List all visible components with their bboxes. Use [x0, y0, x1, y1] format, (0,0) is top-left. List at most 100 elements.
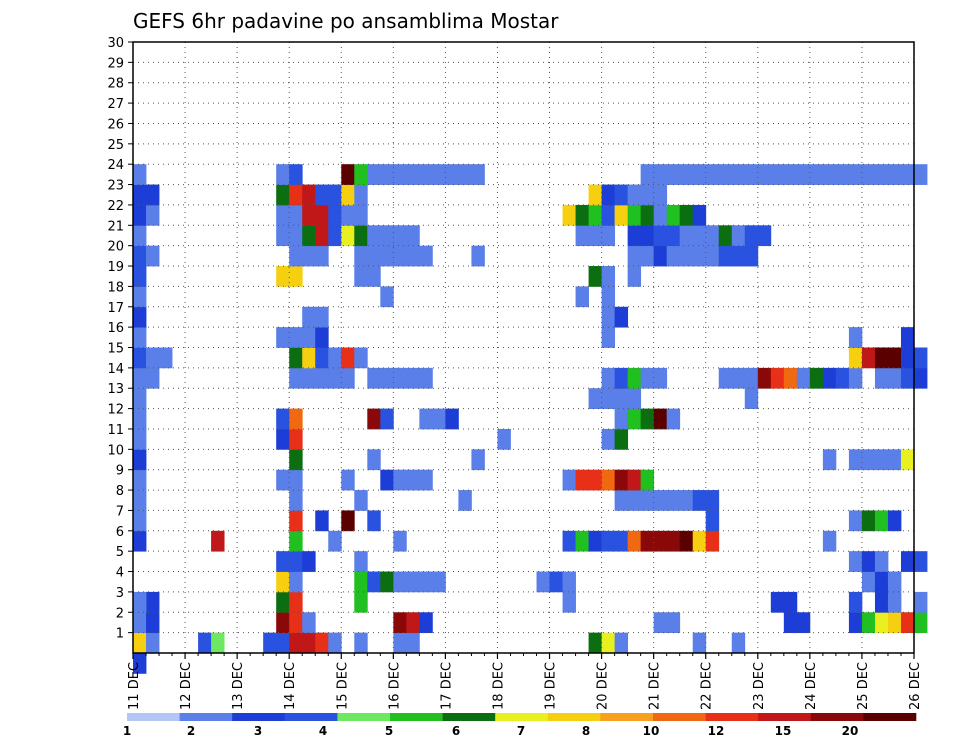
x-tick-label: 24 DEC: [804, 662, 819, 710]
heatmap-cell: [705, 490, 720, 511]
heatmap-cell: [692, 245, 707, 267]
heatmap-cell: [146, 347, 160, 369]
heatmap-cell: [640, 490, 655, 511]
heatmap-cell: [289, 490, 303, 511]
heatmap-cell: [614, 530, 629, 552]
y-tick-label: 2: [116, 606, 124, 621]
heatmap-cell: [914, 347, 928, 369]
heatmap-cell: [497, 428, 511, 450]
heatmap-cell: [380, 367, 394, 389]
heatmap-cell: [302, 225, 316, 247]
heatmap-cells: [133, 164, 928, 674]
y-tick-label: 24: [107, 158, 124, 173]
heatmap-cell: [562, 469, 576, 491]
heatmap-cell: [679, 490, 694, 511]
heatmap-cell: [822, 530, 837, 552]
colorbar-label: 15: [775, 724, 792, 738]
x-tick-label: 26 DEC: [908, 662, 923, 710]
heatmap-cell: [914, 591, 928, 613]
heatmap-cell: [341, 184, 355, 206]
heatmap-cell: [276, 327, 290, 348]
y-tick-label: 4: [116, 566, 124, 581]
colorbar-swatch: [337, 713, 391, 721]
heatmap-cell: [601, 266, 616, 287]
heatmap-cell: [146, 612, 160, 634]
heatmap-cell: [289, 551, 303, 572]
heatmap-cell: [874, 612, 889, 634]
colorbar-label: 10: [643, 724, 660, 738]
heatmap-cell: [692, 632, 707, 654]
heatmap-cell: [133, 245, 147, 267]
heatmap-cell: [575, 225, 589, 247]
heatmap-cell: [809, 164, 824, 185]
heatmap-cell: [861, 510, 876, 532]
heatmap-cell: [354, 490, 368, 511]
heatmap-cell: [627, 490, 642, 511]
colorbar-label: 20: [842, 724, 859, 738]
heatmap-cell: [289, 428, 303, 450]
heatmap-cell: [276, 204, 290, 226]
heatmap-cell: [796, 164, 811, 185]
heatmap-cell: [692, 530, 707, 552]
heatmap-cell: [354, 551, 368, 572]
heatmap-cell: [627, 367, 642, 389]
heatmap-cell: [133, 327, 147, 348]
heatmap-cell: [354, 204, 368, 226]
heatmap-cell: [445, 164, 459, 185]
heatmap-cell: [133, 530, 147, 552]
heatmap-cell: [627, 266, 642, 287]
heatmap-cell: [341, 204, 355, 226]
y-tick-label: 5: [116, 545, 124, 560]
heatmap-cell: [367, 408, 381, 430]
heatmap-cell: [848, 612, 863, 634]
y-tick-label: 13: [107, 382, 124, 397]
heatmap-cell: [783, 591, 798, 613]
heatmap-cell: [289, 571, 303, 593]
heatmap-cell: [588, 184, 602, 206]
heatmap-cell: [770, 367, 785, 389]
heatmap-cell: [549, 571, 563, 593]
heatmap-cell: [744, 367, 759, 389]
heatmap-cell: [146, 367, 160, 389]
heatmap-cell: [914, 612, 928, 634]
heatmap-cell: [653, 408, 668, 430]
heatmap-cell: [133, 632, 147, 654]
heatmap-cell: [276, 225, 290, 247]
colorbar-label: 5: [385, 724, 393, 738]
heatmap-cell: [302, 327, 316, 348]
heatmap-cell: [341, 469, 355, 491]
heatmap-cell: [289, 225, 303, 247]
heatmap-cell: [146, 245, 160, 267]
heatmap-cell: [367, 510, 381, 532]
heatmap-cell: [393, 469, 407, 491]
x-tick-label: 17 DEC: [439, 662, 454, 710]
heatmap-cell: [848, 327, 863, 348]
heatmap-cell: [614, 408, 629, 430]
heatmap-cell: [341, 164, 355, 185]
heatmap-cell: [848, 510, 863, 532]
heatmap-cell: [848, 449, 863, 471]
heatmap-cell: [276, 266, 290, 287]
heatmap-cell: [302, 204, 316, 226]
heatmap-cell: [588, 530, 602, 552]
heatmap-cell: [133, 306, 147, 328]
heatmap-cell: [861, 571, 876, 593]
colorbar-label: 4: [319, 724, 327, 738]
heatmap-cell: [133, 184, 147, 206]
heatmap-cell: [354, 632, 368, 654]
x-tick-label: 16 DEC: [387, 662, 402, 710]
y-tick-label: 12: [107, 403, 124, 418]
heatmap-cell: [588, 632, 602, 654]
heatmap-cell: [627, 469, 642, 491]
heatmap-cell: [588, 204, 602, 226]
x-tick-label: 19 DEC: [544, 662, 559, 710]
heatmap-cell: [614, 204, 629, 226]
y-tick-label: 1: [116, 627, 124, 642]
heatmap-cell: [874, 591, 889, 613]
heatmap-cell: [588, 266, 602, 287]
heatmap-cell: [367, 571, 381, 593]
heatmap-cell: [367, 266, 381, 287]
heatmap-cell: [276, 408, 290, 430]
heatmap-cell: [887, 164, 902, 185]
heatmap-cell: [822, 164, 837, 185]
